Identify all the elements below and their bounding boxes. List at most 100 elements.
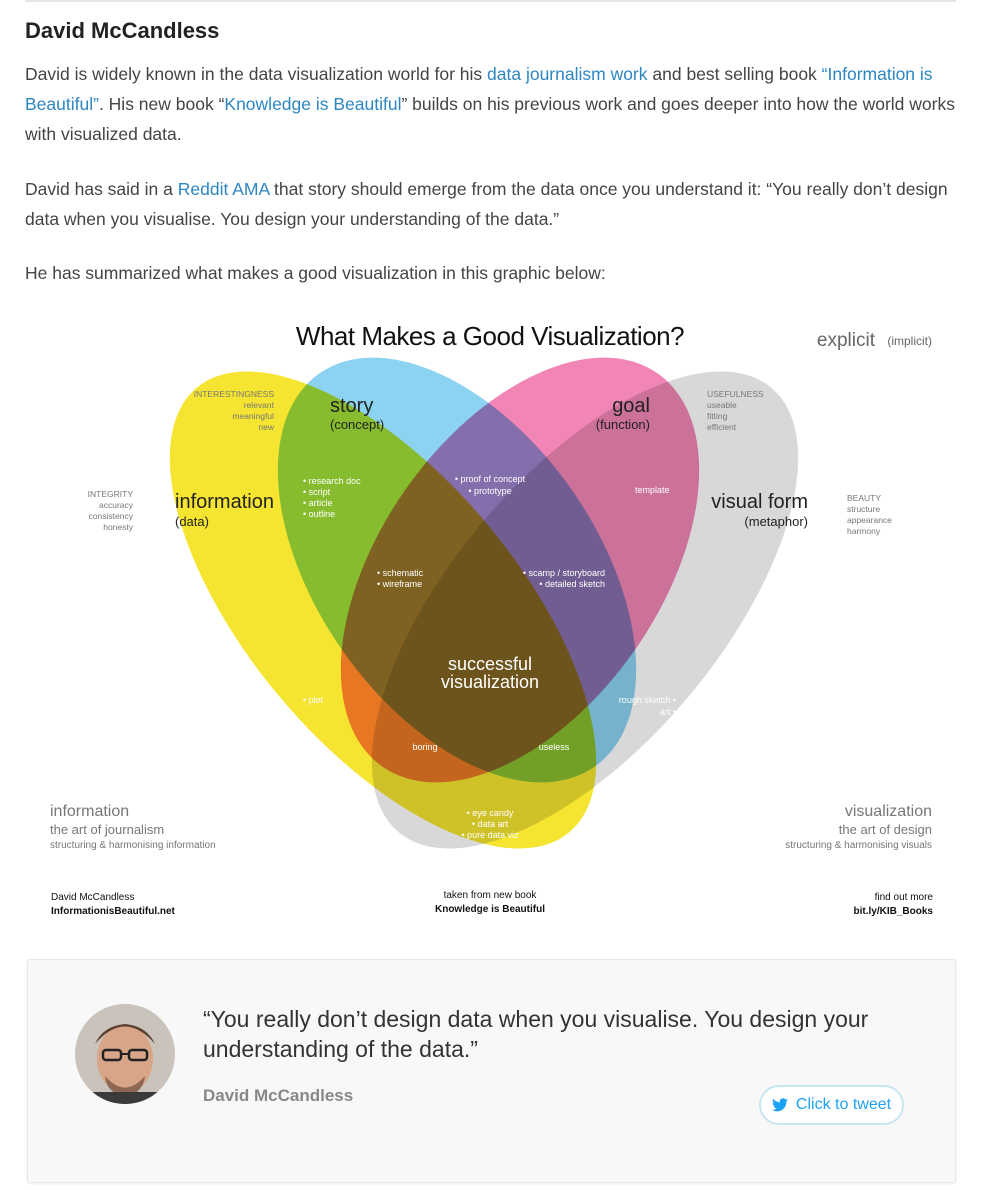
goal-ellipse xyxy=(340,357,700,783)
svg-text:useable: useable xyxy=(707,400,737,410)
svg-text:structure: structure xyxy=(847,504,880,514)
information-is-beautiful-link[interactable]: “Information is Beautiful” xyxy=(25,64,933,114)
graphic-title: What Makes a Good Visualization? xyxy=(296,321,684,351)
svg-text:successful: successful xyxy=(448,654,532,674)
story-sub: (concept) xyxy=(330,417,384,432)
data-journalism-link[interactable]: data journalism work xyxy=(487,64,648,84)
integrity-block: INTEGRITY accuracy consistency honesty xyxy=(88,489,134,532)
svg-text:find out more: find out more xyxy=(875,892,934,903)
reddit-ama-link[interactable]: Reddit AMA xyxy=(177,179,270,199)
svg-text:relevant: relevant xyxy=(244,400,275,410)
graphic-intro-paragraph: He has summarized what makes a good visu… xyxy=(25,263,606,283)
text-run: that story should emerge from the data o… xyxy=(25,179,948,229)
quote-text: “You really don’t design data when you v… xyxy=(203,1006,869,1062)
rough-sketch-region: rough sketch • art • xyxy=(619,695,676,717)
bottom-right-caption: visualization the art of design structur… xyxy=(785,803,932,851)
svg-text:• wireframe: • wireframe xyxy=(377,579,422,589)
text-run: . His new book “ xyxy=(98,94,225,114)
credit-right: find out more bit.ly/KIB_Books xyxy=(854,892,934,917)
svg-text:BEAUTY: BEAUTY xyxy=(847,493,881,503)
click-to-tweet-box: “You really don’t design data when you v… xyxy=(27,959,956,1183)
section-heading: David McCandless xyxy=(25,18,220,43)
story-label: story xyxy=(330,395,373,417)
useless-region: useless xyxy=(539,742,570,752)
tweet-button-label: Click to tweet xyxy=(795,1096,892,1113)
svg-text:the art of design: the art of design xyxy=(839,822,932,837)
text-run: David has said in a xyxy=(25,179,178,199)
intro-paragraph: David is widely known in the data visual… xyxy=(25,59,960,149)
svg-text:• research doc: • research doc xyxy=(303,476,361,486)
reddit-paragraph: David has said in a Reddit AMA that stor… xyxy=(25,174,960,234)
venn-ellipses xyxy=(169,357,799,849)
svg-text:• outline: • outline xyxy=(303,509,335,519)
svg-text:structuring & harmonising info: structuring & harmonising information xyxy=(50,840,216,851)
click-to-tweet-button[interactable]: Click to tweet xyxy=(759,1085,904,1125)
svg-text:David McCandless: David McCandless xyxy=(51,892,134,903)
goal-visual-region: template xyxy=(635,485,670,495)
boring-region: boring xyxy=(412,742,437,752)
legend-explicit: explicit xyxy=(817,330,876,351)
svg-text:• detailed sketch: • detailed sketch xyxy=(539,579,605,589)
visual-form-label: visual form xyxy=(711,491,808,513)
svg-text:meaningful: meaningful xyxy=(232,411,274,421)
credit-left: David McCandless InformationisBeautiful.… xyxy=(51,892,176,917)
svg-text:structuring & harmonising visu: structuring & harmonising visuals xyxy=(785,840,932,851)
svg-text:consistency: consistency xyxy=(89,511,134,521)
svg-text:visualization: visualization xyxy=(441,672,539,692)
quote-author: David McCandless xyxy=(203,1086,354,1105)
story-goal-region: • proof of concept • prototype xyxy=(455,474,526,496)
twitter-bird-icon xyxy=(771,1098,788,1112)
svg-text:INTERESTINGNESS: INTERESTINGNESS xyxy=(194,389,275,399)
text-run: ” builds on his previous work and goes d… xyxy=(25,94,955,144)
svg-text:information: information xyxy=(50,803,129,820)
svg-text:• article: • article xyxy=(303,498,333,508)
svg-text:• eye candy: • eye candy xyxy=(467,808,514,818)
svg-text:new: new xyxy=(258,422,274,432)
svg-text:fitting: fitting xyxy=(707,411,728,421)
svg-text:honesty: honesty xyxy=(103,522,134,532)
avatar xyxy=(75,1004,175,1104)
svg-text:InformationisBeautiful.net: InformationisBeautiful.net xyxy=(51,906,176,917)
svg-text:accuracy: accuracy xyxy=(99,500,134,510)
svg-text:Knowledge is Beautiful: Knowledge is Beautiful xyxy=(435,904,545,915)
legend-implicit: (implicit) xyxy=(887,334,932,348)
svg-text:art •: art • xyxy=(660,707,676,717)
text-run: and best selling book xyxy=(647,64,822,84)
svg-text:USEFULNESS: USEFULNESS xyxy=(707,389,764,399)
svg-text:appearance: appearance xyxy=(847,515,892,525)
svg-text:visualization: visualization xyxy=(845,803,932,820)
interestingness-block: INTERESTINGNESS relevant meaningful new xyxy=(194,389,275,432)
goal-sub: (function) xyxy=(596,417,650,432)
svg-text:• prototype: • prototype xyxy=(468,486,511,496)
svg-text:• schematic: • schematic xyxy=(377,568,424,578)
svg-text:taken from new book: taken from new book xyxy=(444,890,538,901)
credit-center: taken from new book Knowledge is Beautif… xyxy=(435,890,545,915)
svg-text:rough sketch •: rough sketch • xyxy=(619,695,676,705)
svg-text:efficient: efficient xyxy=(707,422,737,432)
svg-text:• script: • script xyxy=(303,487,331,497)
visual-form-sub: (metaphor) xyxy=(744,514,808,529)
eye-candy-region: • eye candy • data art • pure data viz xyxy=(461,808,519,840)
venn-diagram-graphic: What Makes a Good Visualization? explici… xyxy=(50,321,934,917)
svg-text:INTEGRITY: INTEGRITY xyxy=(88,489,134,499)
svg-text:• scamp / storyboard: • scamp / storyboard xyxy=(523,568,605,578)
top-divider xyxy=(25,0,956,2)
usefulness-block: USEFULNESS useable fitting efficient xyxy=(707,389,764,432)
svg-text:• data art: • data art xyxy=(472,819,509,829)
schematic-region: • schematic • wireframe xyxy=(377,568,424,589)
svg-text:harmony: harmony xyxy=(847,526,881,536)
knowledge-is-beautiful-link[interactable]: Knowledge is Beautiful xyxy=(224,94,402,114)
plot-region: • plot xyxy=(303,695,324,705)
beauty-block: BEAUTY structure appearance harmony xyxy=(847,493,892,536)
svg-text:• pure data viz: • pure data viz xyxy=(461,830,519,840)
svg-text:the art of journalism: the art of journalism xyxy=(50,822,164,837)
scamp-region: • scamp / storyboard • detailed sketch xyxy=(523,568,605,589)
information-label: information xyxy=(175,491,274,513)
goal-label: goal xyxy=(612,395,650,417)
svg-text:• proof of concept: • proof of concept xyxy=(455,474,526,484)
bottom-left-caption: information the art of journalism struct… xyxy=(50,803,216,851)
text-run: David is widely known in the data visual… xyxy=(25,64,488,84)
svg-text:bit.ly/KIB_Books: bit.ly/KIB_Books xyxy=(854,906,934,917)
center-region: successful visualization xyxy=(441,654,539,692)
information-sub: (data) xyxy=(175,514,209,529)
